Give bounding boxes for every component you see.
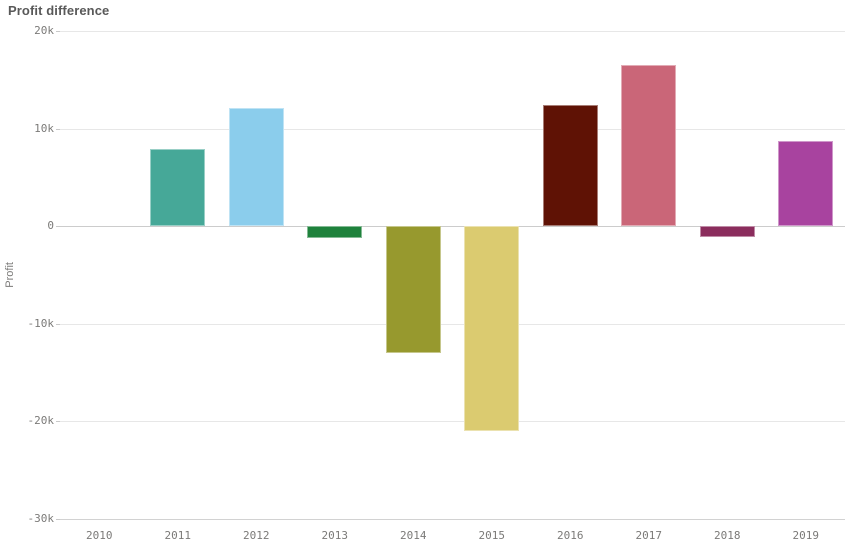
y-tick-label--10k: -10k	[0, 317, 62, 330]
y-tick-label--20k: -20k	[0, 415, 62, 427]
y-tick-label-20k: 20k	[0, 25, 62, 37]
bar-2013[interactable]	[307, 226, 363, 238]
bar-2014[interactable]	[385, 226, 441, 354]
x-tick-label-2010: 2010	[86, 529, 113, 542]
plot-area	[60, 31, 845, 520]
bar-2019[interactable]	[778, 141, 834, 227]
gridline--10k	[60, 323, 845, 325]
x-tick-label-2011: 2011	[164, 529, 192, 542]
x-tick-label-2015: 2015	[478, 529, 506, 542]
bars-layer	[60, 31, 845, 519]
gridline-10k	[60, 128, 845, 130]
y-tick-label-10k: 10k	[0, 122, 62, 135]
bar-2016[interactable]	[542, 105, 598, 227]
gridline--30k	[60, 519, 845, 520]
gridlines-layer	[60, 31, 845, 520]
x-tick-label-2014: 2014	[400, 529, 427, 542]
x-tick-label-2019: 2019	[792, 529, 820, 542]
x-tick-label-2012: 2012	[243, 529, 270, 542]
y-tick-mark	[56, 226, 62, 228]
bar-2017[interactable]	[621, 65, 677, 227]
bar-2012[interactable]	[228, 108, 284, 227]
x-tick-label-2018: 2018	[714, 529, 741, 542]
y-tick-label--30k: -30k	[0, 513, 62, 525]
y-tick-label-0: 0	[0, 220, 62, 232]
chart-title: Profit difference	[8, 3, 110, 18]
bar-2015[interactable]	[464, 226, 520, 432]
x-tick-label-2016: 2016	[557, 529, 584, 542]
y-axis: 20k 10k 0 -10k -20k -30k	[0, 25, 62, 525]
x-tick-label-2017: 2017	[635, 529, 663, 542]
y-tick-mark	[56, 519, 62, 520]
gridline--20k	[60, 421, 845, 423]
bar-2011[interactable]	[150, 149, 206, 227]
y-tick-mark	[56, 323, 62, 325]
y-tick-mark	[56, 31, 62, 32]
x-axis: 2010 2011 2012 2013 2014 2015 2016 2017 2018 2019	[60, 529, 845, 544]
y-tick-mark	[56, 421, 62, 423]
gridline-20k	[60, 31, 845, 32]
y-tick-mark	[56, 128, 62, 130]
x-tick-label-2013: 2013	[321, 529, 349, 542]
bar-2018[interactable]	[699, 226, 755, 237]
gridline-0	[60, 226, 845, 228]
